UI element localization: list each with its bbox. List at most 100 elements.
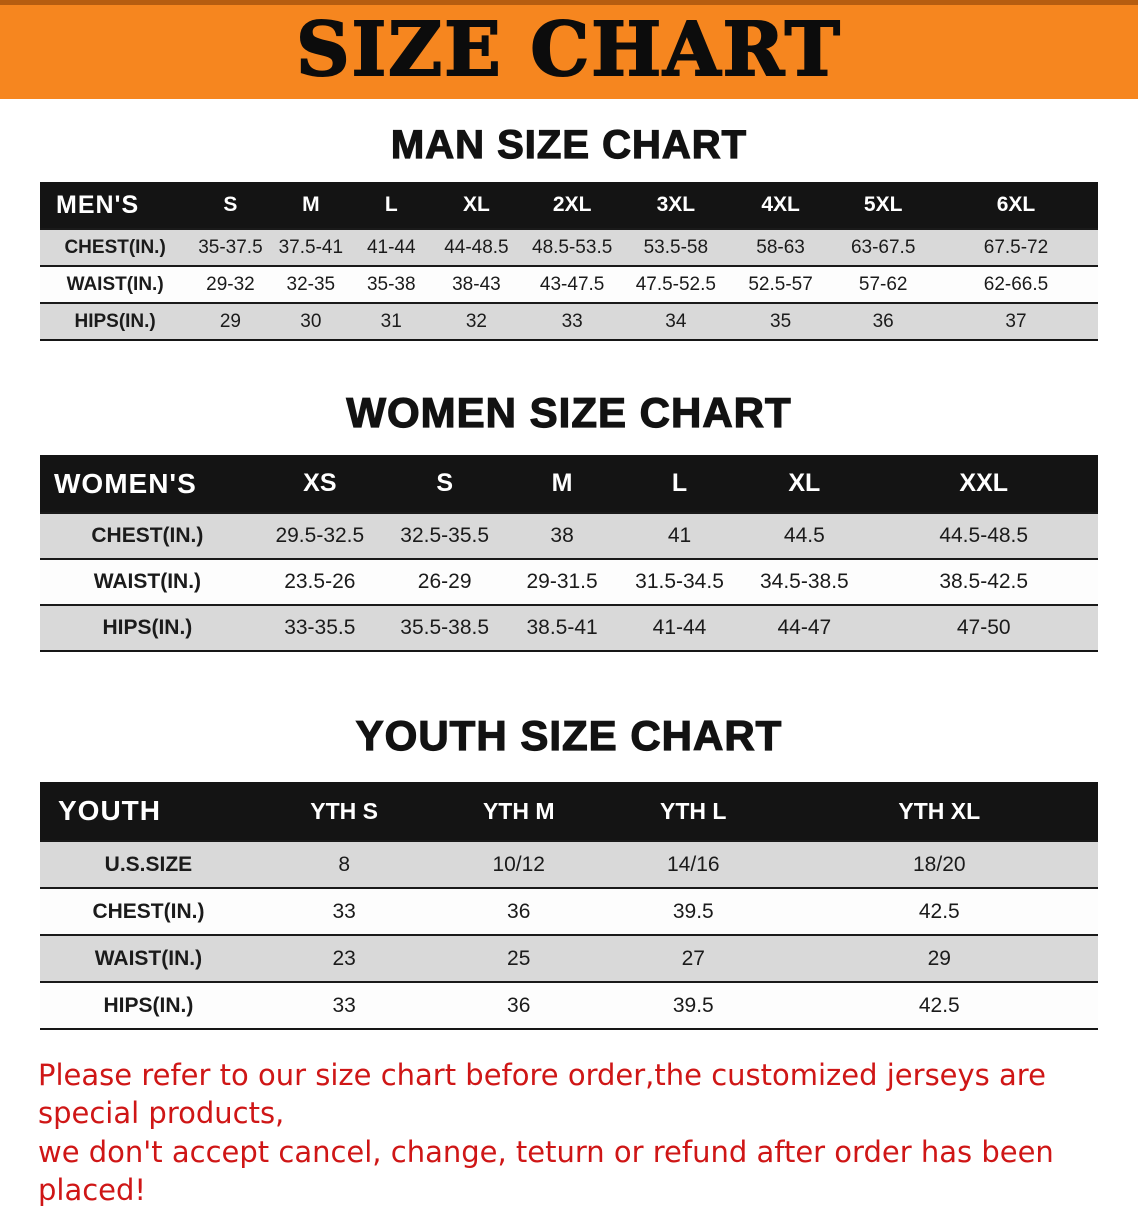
row-label: CHEST(IN.) <box>64 236 166 258</box>
size-value: 44-48.5 <box>444 236 509 258</box>
women-size-table: WOMEN'S XS S M L XL XXL CHEST(IN.) 29.5-… <box>40 455 1098 652</box>
size-value: 33 <box>332 899 356 923</box>
men-table-label: MEN'S <box>40 182 191 229</box>
size-value: 34 <box>665 310 687 332</box>
size-value: 29 <box>219 310 241 332</box>
size-value: 41-44 <box>366 236 416 258</box>
size-value: 32 <box>465 310 487 332</box>
size-chart-banner: SIZE CHART <box>0 0 1138 99</box>
row-label: WAIST(IN.) <box>66 273 164 295</box>
row-label: CHEST(IN.) <box>92 899 205 923</box>
women-col-header: XXL <box>869 455 1098 513</box>
size-value: 27 <box>681 946 705 970</box>
size-value: 30 <box>300 310 322 332</box>
row-label: HIPS(IN.) <box>74 310 156 332</box>
size-value: 47.5-52.5 <box>635 273 716 295</box>
size-value: 14/16 <box>667 852 720 876</box>
size-value: 18/20 <box>913 852 966 876</box>
size-value: 38 <box>550 524 574 547</box>
row-label: HIPS(IN.) <box>102 616 193 639</box>
size-value: 58-63 <box>756 236 805 258</box>
youth-table-header-row: YOUTH YTH S YTH M YTH L YTH XL <box>40 782 1098 841</box>
size-value: 42.5 <box>918 993 960 1017</box>
disclaimer-text: Please refer to our size chart before or… <box>38 1056 1100 1209</box>
size-value: 38-43 <box>452 273 501 295</box>
size-value: 29 <box>927 946 951 970</box>
women-col-header: M <box>504 455 620 513</box>
youth-table-label: YOUTH <box>40 782 257 841</box>
size-value: 47-50 <box>956 616 1011 639</box>
men-waist-row: WAIST(IN.) 29-32 32-35 35-38 38-43 43-47… <box>40 266 1098 303</box>
size-value: 41-44 <box>652 616 707 639</box>
disclaimer-line-1: Please refer to our size chart before or… <box>38 1058 1046 1131</box>
men-col-header: 3XL <box>622 182 729 229</box>
women-chest-row: CHEST(IN.) 29.5-32.5 32.5-35.5 38 41 44.… <box>40 513 1098 559</box>
size-value: 33 <box>332 993 356 1017</box>
size-value: 62-66.5 <box>983 273 1049 295</box>
youth-size-table: YOUTH YTH S YTH M YTH L YTH XL U.S.SIZE … <box>40 782 1098 1030</box>
youth-chest-row: CHEST(IN.) 33 36 39.5 42.5 <box>40 888 1098 935</box>
size-value: 8 <box>338 852 350 876</box>
size-value: 32-35 <box>286 273 336 295</box>
size-value: 34.5-38.5 <box>759 570 849 593</box>
size-value: 26-29 <box>417 570 472 593</box>
size-value: 25 <box>507 946 531 970</box>
size-value: 33 <box>561 310 583 332</box>
youth-section-heading: YOUTH SIZE CHART <box>355 711 783 759</box>
size-value: 41 <box>667 524 692 547</box>
youth-waist-row: WAIST(IN.) 23 25 27 29 <box>40 935 1098 982</box>
men-chest-row: CHEST(IN.) 35-37.5 37.5-41 41-44 44-48.5… <box>40 229 1098 266</box>
size-value: 31.5-34.5 <box>635 570 724 593</box>
size-value: 36 <box>507 993 531 1017</box>
men-col-header: L <box>351 182 432 229</box>
size-value: 38.5-42.5 <box>939 570 1029 593</box>
size-value: 44.5 <box>783 524 825 547</box>
men-col-header: 5XL <box>832 182 934 229</box>
men-col-header: 2XL <box>521 182 623 229</box>
size-value: 35.5-38.5 <box>400 616 490 639</box>
size-value: 35-38 <box>366 273 416 295</box>
size-value: 31 <box>380 310 402 332</box>
women-hips-row: HIPS(IN.) 33-35.5 35.5-38.5 38.5-41 41-4… <box>40 605 1098 651</box>
men-section-heading: MAN SIZE CHART <box>390 122 748 167</box>
banner-title: SIZE CHART <box>295 7 842 93</box>
row-label: HIPS(IN.) <box>103 993 194 1017</box>
size-value: 35-37.5 <box>198 236 263 258</box>
size-value: 42.5 <box>918 899 960 923</box>
size-value: 10/12 <box>492 852 545 876</box>
size-value: 53.5-58 <box>643 236 709 258</box>
size-value: 36 <box>872 310 894 332</box>
size-value: 63-67.5 <box>850 236 916 258</box>
men-col-header: 6XL <box>933 182 1098 229</box>
youth-col-header: YTH M <box>431 782 606 841</box>
row-label: WAIST(IN.) <box>93 570 202 593</box>
women-col-header: XS <box>254 455 385 513</box>
size-value: 37.5-41 <box>278 236 344 258</box>
men-size-table: MEN'S S M L XL 2XL 3XL 4XL 5XL 6XL CHEST… <box>40 182 1098 341</box>
disclaimer-line-2: we don't accept cancel, change, teturn o… <box>38 1134 1054 1207</box>
size-value: 29-32 <box>206 273 255 295</box>
size-value: 48.5-53.5 <box>532 236 613 258</box>
size-value: 37 <box>1005 310 1027 332</box>
youth-ussize-row: U.S.SIZE 8 10/12 14/16 18/20 <box>40 841 1098 888</box>
row-label: U.S.SIZE <box>104 852 193 876</box>
women-table-label: WOMEN'S <box>40 455 255 513</box>
size-value: 32.5-35.5 <box>400 524 490 547</box>
size-value: 52.5-57 <box>748 273 813 295</box>
men-col-header: M <box>270 182 352 229</box>
men-col-header: XL <box>431 182 522 229</box>
size-value: 23 <box>332 946 356 970</box>
size-value: 38.5-41 <box>526 616 598 639</box>
size-value: 33-35.5 <box>284 616 356 639</box>
size-value: 29-31.5 <box>526 570 598 593</box>
women-waist-row: WAIST(IN.) 23.5-26 26-29 29-31.5 31.5-34… <box>40 559 1098 605</box>
women-col-header: XL <box>739 455 870 513</box>
size-value: 36 <box>507 899 531 923</box>
women-table-header-row: WOMEN'S XS S M L XL XXL <box>40 455 1098 513</box>
women-col-header: S <box>384 455 505 513</box>
men-col-header: S <box>190 182 271 229</box>
size-value: 44-47 <box>777 616 832 639</box>
size-value: 39.5 <box>672 993 714 1017</box>
youth-col-header: YTH S <box>256 782 432 841</box>
women-section-heading: WOMEN SIZE CHART <box>346 388 792 436</box>
